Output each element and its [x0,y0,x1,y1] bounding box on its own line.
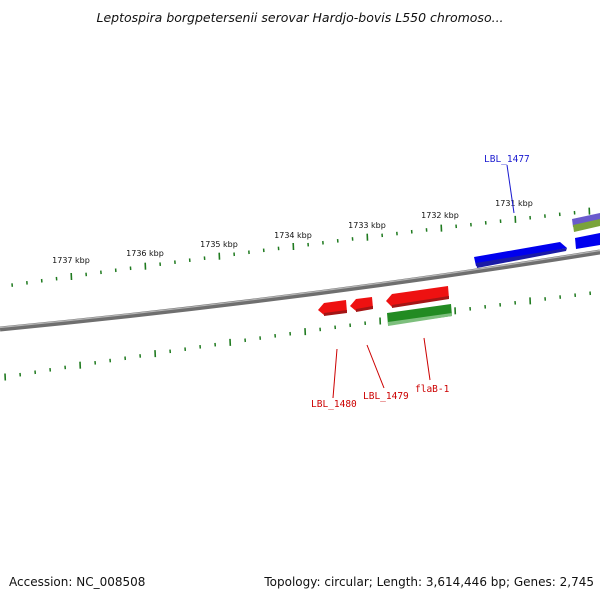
gene-flab-1-shade [392,296,449,308]
gene-label-lbl-1479[interactable]: LBL_1479 [363,391,409,402]
reverse-strand-genes [318,286,449,316]
gene-lbl-1479-shade [356,306,373,312]
tick-label: 1737 kbp [52,256,90,265]
cds-feature-flab-1-shade [388,313,452,326]
accession-label: Accession: NC_008508 [9,575,146,589]
cds-feature-flab-1[interactable] [387,304,452,325]
tick-label: 1731 kbp [495,199,533,208]
tick-label: 1735 kbp [200,240,238,249]
gene-leader-lines [332,164,515,399]
inner-tick-ring [4,291,592,381]
gene-label-flab-1[interactable]: flaB-1 [415,384,450,395]
forward-strand-genes [474,213,600,268]
tick-labels: 1731 kbp 1732 kbp 1733 kbp 1734 kbp 1735 kbp… [52,199,533,265]
map-title: Leptospira borgpetersenii serovar Hardjo… [96,10,504,25]
tick-label: 1733 kbp [348,221,386,230]
tick-label: 1736 kbp [126,249,164,258]
tick-label: 1732 kbp [421,211,459,220]
gene-partial-blue[interactable] [575,233,600,249]
tick-label: 1734 kbp [274,231,312,240]
gene-label-lbl-1480[interactable]: LBL_1480 [311,399,357,410]
gene-flab-1[interactable] [386,286,449,307]
gene-partial-green[interactable] [573,219,600,232]
gene-lbl-1477-shade [476,248,567,268]
genome-summary: Topology: circular; Length: 3,614,446 bp… [264,575,594,589]
gene-partial-purple[interactable] [572,213,600,227]
outer-tick-ring [11,207,591,287]
gene-lbl-1480-shade [324,310,347,316]
gene-label-lbl-1477[interactable]: LBL_1477 [484,154,530,165]
chromosome-backbone [0,249,600,332]
chromosome-backbone-highlight [0,249,600,329]
